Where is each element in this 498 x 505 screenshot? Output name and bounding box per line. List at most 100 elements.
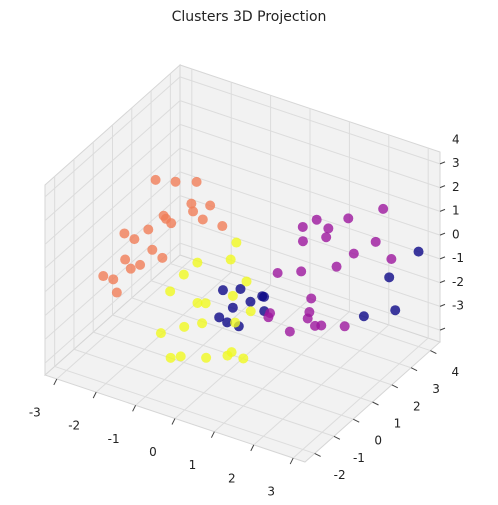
point	[150, 174, 161, 185]
point	[197, 214, 208, 225]
point	[348, 248, 359, 259]
point	[245, 296, 256, 307]
x-tick-label: 3	[267, 485, 275, 499]
tick-mark	[439, 303, 446, 307]
point	[165, 286, 176, 297]
point	[143, 224, 154, 235]
point	[179, 321, 190, 332]
grid-line	[170, 263, 431, 352]
point	[217, 221, 228, 232]
grid-line	[54, 365, 315, 454]
grid-line	[93, 331, 354, 420]
point	[98, 271, 109, 282]
point	[231, 237, 242, 248]
point	[214, 312, 225, 323]
point	[178, 269, 189, 280]
grid-line	[44, 124, 181, 245]
point	[170, 176, 181, 187]
point	[191, 176, 202, 187]
point	[296, 266, 307, 277]
y-tick-label: 4	[452, 365, 460, 379]
tick-mark	[210, 431, 215, 438]
tick-mark	[132, 405, 137, 412]
x-tick-label: 1	[189, 458, 197, 472]
z-tick-label: 4	[452, 132, 460, 146]
grid-line	[44, 171, 181, 293]
z-tick-label: -3	[452, 299, 464, 313]
point	[186, 198, 197, 209]
point	[175, 351, 186, 362]
point	[238, 353, 249, 364]
point	[297, 236, 308, 247]
point	[165, 352, 176, 363]
tick-mark	[439, 161, 446, 165]
grid-line	[44, 242, 181, 364]
grid-line	[131, 297, 392, 386]
tick-mark	[53, 378, 58, 386]
point	[200, 298, 211, 309]
point	[157, 252, 168, 263]
grid-line	[179, 76, 441, 165]
x-tick-label: 0	[149, 445, 157, 459]
y-tick-label: 1	[394, 417, 402, 431]
y-tick-label: 0	[374, 434, 382, 448]
grid-line	[150, 280, 412, 369]
grid-line	[179, 218, 441, 307]
tick-mark	[430, 350, 437, 355]
z-tick-label: 3	[452, 156, 460, 170]
point	[245, 306, 256, 317]
point	[306, 293, 317, 304]
point	[227, 290, 238, 301]
point	[217, 285, 228, 296]
grid-line	[179, 123, 441, 212]
point	[119, 228, 130, 239]
tick-mark	[314, 452, 321, 457]
point	[230, 317, 241, 328]
point	[272, 268, 283, 279]
point	[147, 244, 158, 255]
tick-mark	[391, 384, 399, 389]
point	[108, 274, 119, 285]
grid-line	[44, 76, 181, 198]
x-tick-label: 2	[228, 471, 236, 485]
point	[125, 263, 136, 274]
point	[413, 246, 424, 257]
point	[197, 318, 208, 329]
grid-line	[179, 242, 441, 331]
point	[386, 253, 397, 264]
tick-mark	[372, 401, 379, 406]
y-tick-label: 3	[432, 382, 440, 396]
point	[222, 317, 233, 328]
point	[129, 234, 140, 245]
grid-line	[179, 100, 441, 189]
point	[297, 221, 308, 232]
tick-mark	[439, 232, 446, 236]
point	[155, 328, 166, 339]
z-tick-label: 1	[452, 204, 460, 218]
tick-mark	[439, 185, 446, 189]
z-tick-label: -1	[452, 251, 464, 265]
point	[339, 321, 350, 332]
tick-mark	[439, 208, 446, 212]
point	[323, 223, 334, 234]
point	[284, 326, 295, 337]
y-tick-label: 2	[413, 399, 421, 413]
point	[343, 213, 354, 224]
z-tick-label: 2	[452, 180, 460, 194]
y-tick-label: -1	[353, 451, 365, 465]
point	[160, 213, 171, 224]
point	[311, 214, 322, 225]
point	[263, 312, 274, 323]
tick-mark	[439, 327, 446, 331]
x-tick-label: -2	[68, 419, 80, 433]
y-tick-label: -2	[334, 468, 346, 482]
point	[302, 313, 313, 324]
point	[259, 291, 270, 302]
point	[384, 272, 395, 283]
point	[390, 305, 401, 316]
tick-mark	[171, 418, 176, 425]
grid-line	[179, 195, 441, 284]
x-tick-label: -1	[108, 432, 120, 446]
point	[192, 297, 203, 308]
